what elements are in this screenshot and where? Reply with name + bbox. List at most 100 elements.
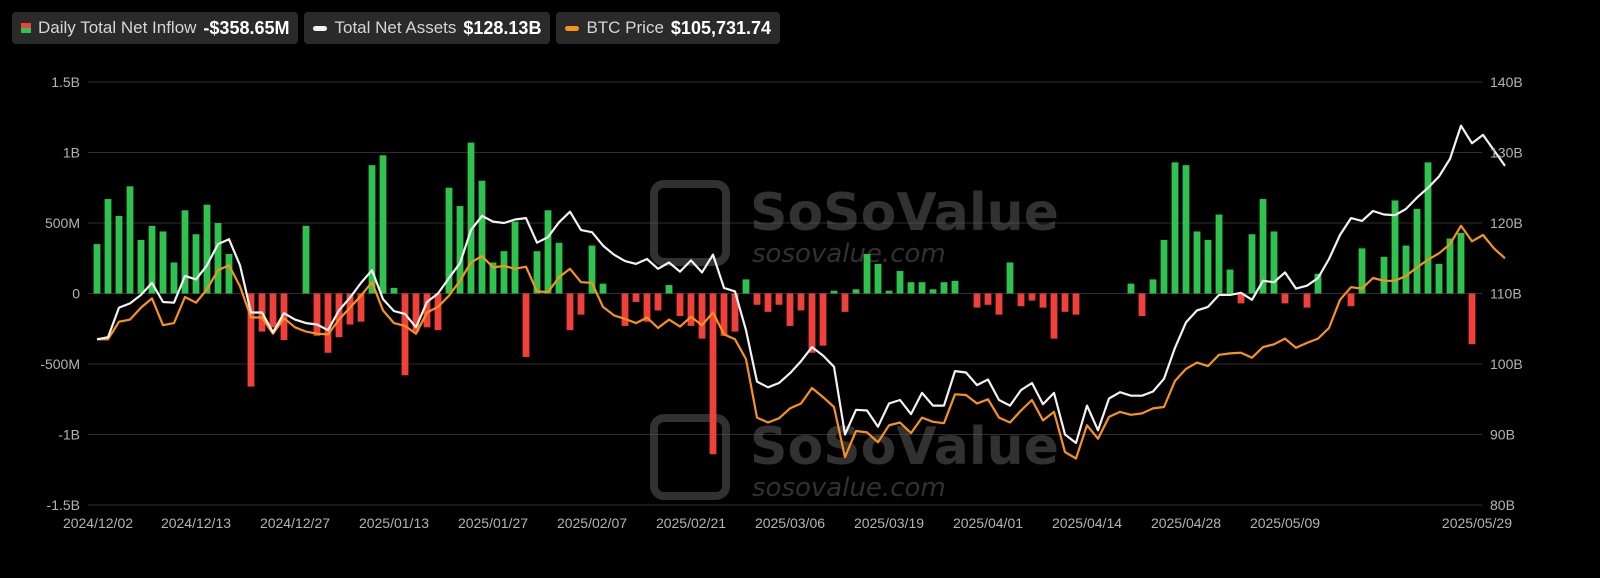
inflow-bar	[170, 262, 178, 294]
inflow-bar	[687, 293, 695, 326]
x-axis-tick: 2024/12/02	[63, 515, 133, 531]
x-axis-tick: 2025/03/06	[755, 515, 825, 531]
inflow-bar	[368, 165, 376, 294]
inflow-bar	[577, 293, 585, 315]
inflow-bar	[1149, 279, 1157, 294]
inflow-bar	[1171, 162, 1179, 294]
inflow-bar	[1127, 283, 1135, 294]
btc-swatch-icon	[565, 25, 580, 31]
inflow-bar	[896, 270, 904, 294]
right-axis-tick: 140B	[1490, 74, 1523, 90]
inflow-bar	[203, 204, 211, 294]
inflow-bar	[1457, 232, 1465, 294]
legend-btc-label: BTC Price	[586, 18, 664, 37]
x-axis-tick: 2024/12/27	[260, 515, 330, 531]
inflow-bar	[863, 254, 871, 294]
inflow-bar	[1017, 293, 1025, 307]
inflow-bar	[819, 293, 827, 346]
inflow-bar	[720, 293, 728, 336]
inflow-bar	[1270, 231, 1278, 294]
inflow-bar	[302, 225, 310, 294]
legend-assets[interactable]: Total Net Assets $128.13B	[304, 12, 551, 44]
legend-btc-value: $105,731.74	[670, 17, 772, 38]
inflow-bar	[588, 245, 596, 294]
left-axis-tick: -500M	[40, 356, 80, 372]
inflow-bar	[753, 293, 761, 305]
inflow-bar	[533, 251, 541, 294]
inflow-bar	[335, 293, 343, 338]
inflow-bar	[445, 187, 453, 294]
inflow-bar	[390, 287, 398, 294]
inflow-bar	[478, 180, 486, 294]
axis-labels: 1.5B 140B 1B 130B 500M 120B 0 110B -500M 100B -1B 9…	[40, 74, 1522, 531]
inflow-swatch-icon	[21, 23, 31, 33]
inflow-bar	[1468, 293, 1476, 345]
inflow-bar	[951, 280, 959, 294]
inflow-bar	[357, 293, 365, 322]
inflow-bar	[1215, 214, 1223, 294]
legend-inflow-value: -$358.65M	[203, 17, 290, 38]
inflow-bar	[115, 215, 123, 294]
inflow-bar	[467, 142, 475, 294]
inflow-bar	[731, 293, 739, 332]
inflow-bar	[1391, 200, 1399, 294]
inflow-bar	[247, 293, 255, 387]
watermark-brand: SoSoValue	[750, 183, 1059, 243]
inflow-bar	[423, 293, 431, 328]
inflow-bar	[1050, 293, 1058, 339]
left-axis-tick: 1B	[63, 145, 80, 161]
inflow-bar	[214, 223, 222, 294]
inflow-bar	[676, 293, 684, 317]
inflow-bar	[984, 293, 992, 305]
inflow-bar	[698, 293, 706, 339]
x-axis-tick: 2025/04/28	[1151, 515, 1221, 531]
inflow-bar	[709, 293, 717, 455]
inflow-bar	[1424, 162, 1432, 294]
legend-assets-label: Total Net Assets	[334, 18, 457, 37]
inflow-bar	[1006, 262, 1014, 294]
x-axis-tick: 2025/01/13	[359, 515, 429, 531]
inflow-bar	[192, 234, 200, 294]
left-axis-tick: 1.5B	[51, 74, 80, 90]
inflow-bar	[1237, 293, 1245, 304]
legend-assets-value: $128.13B	[463, 17, 542, 38]
inflow-bar	[225, 254, 233, 294]
inflow-bar	[874, 263, 882, 294]
right-axis-tick: 90B	[1490, 427, 1515, 443]
inflow-bar	[412, 293, 420, 332]
inflow-bar	[643, 293, 651, 322]
legend-btc[interactable]: BTC Price $105,731.74	[556, 12, 781, 44]
inflow-bar	[786, 293, 794, 326]
inflow-bar	[324, 293, 332, 353]
legend: Daily Total Net Inflow -$358.65M Total N…	[12, 12, 781, 44]
inflow-bar	[159, 231, 167, 294]
left-axis-tick: 0	[72, 286, 80, 302]
inflow-bar	[1435, 263, 1443, 294]
inflow-bar	[544, 210, 552, 294]
inflow-bar	[1281, 293, 1289, 304]
left-axis-tick: 500M	[45, 215, 80, 231]
x-axis-tick: 2025/03/19	[854, 515, 924, 531]
total-net-assets-line	[96, 124, 1506, 445]
inflow-bar	[522, 293, 530, 357]
inflow-bar	[1072, 293, 1080, 315]
inflow-bar	[764, 293, 772, 312]
inflow-bar	[1061, 293, 1069, 312]
inflow-bar	[918, 282, 926, 294]
inflow-bar	[401, 293, 409, 376]
inflow-bar	[1314, 273, 1322, 294]
inflow-bar	[1182, 165, 1190, 294]
inflow-bar	[489, 262, 497, 294]
inflow-bar	[500, 251, 508, 294]
x-axis-tick: 2025/05/09	[1250, 515, 1320, 531]
inflow-bar	[830, 290, 838, 294]
inflow-bar	[885, 290, 893, 294]
series-lines	[96, 124, 1506, 460]
inflow-bar	[1039, 293, 1047, 308]
watermark-logo-icon	[650, 414, 730, 500]
legend-inflow[interactable]: Daily Total Net Inflow -$358.65M	[12, 12, 299, 44]
left-axis-tick: -1.5B	[47, 497, 80, 513]
x-axis-tick: 2025/02/07	[557, 515, 627, 531]
inflow-bar	[511, 221, 519, 294]
inflow-bar	[599, 283, 607, 294]
